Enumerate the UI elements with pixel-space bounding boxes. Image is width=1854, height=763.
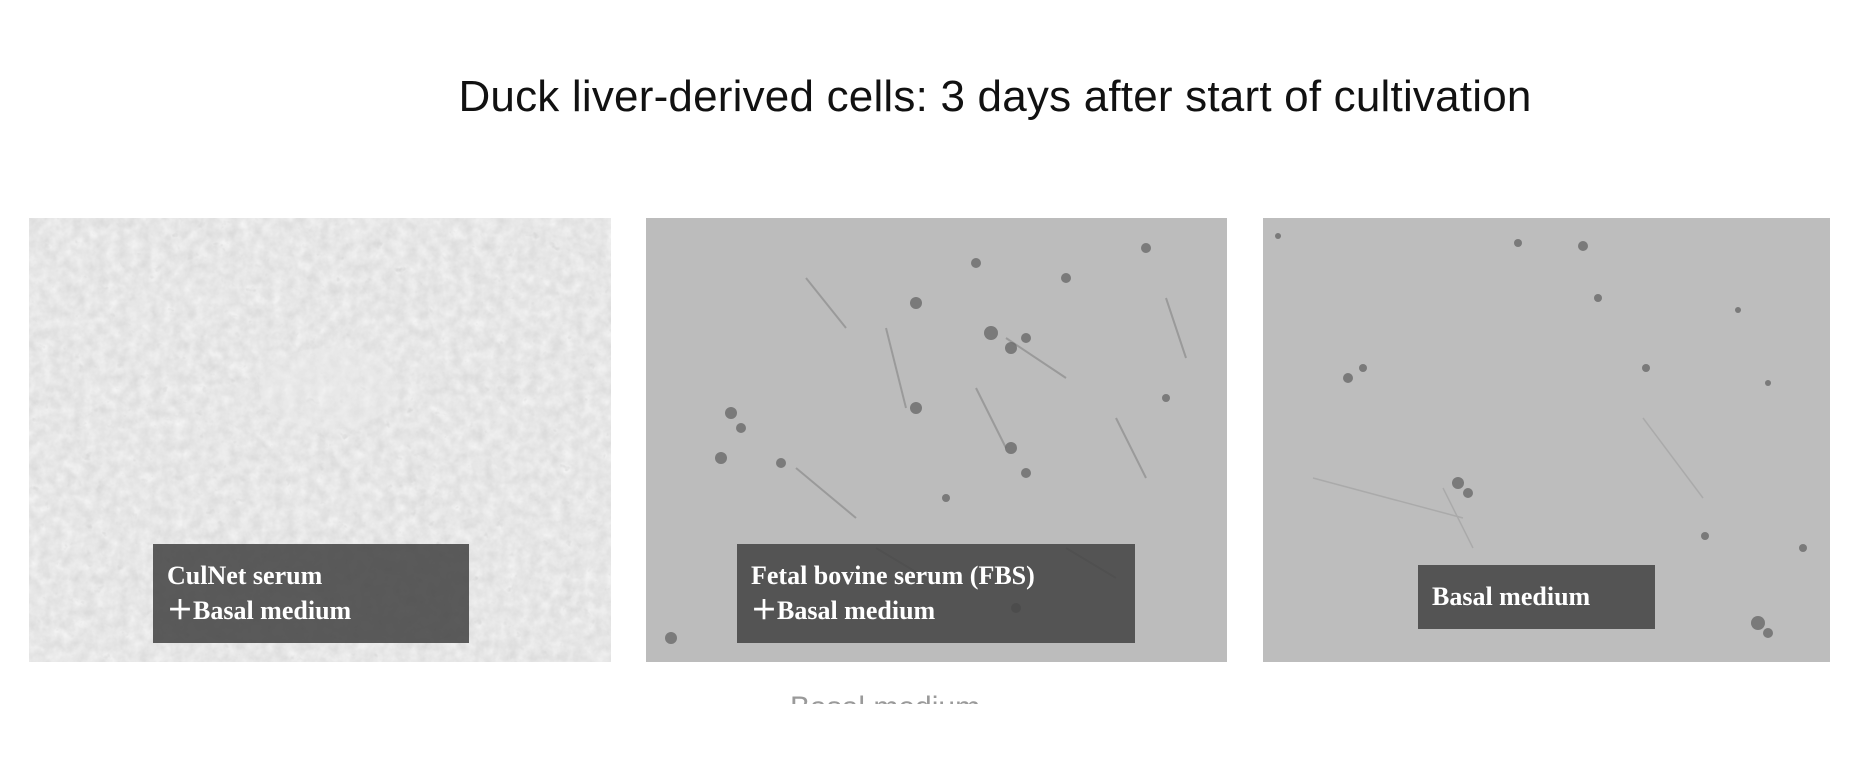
condition-label-line1: Basal medium: [1432, 582, 1591, 611]
condition-label: Basal medium: [1418, 565, 1655, 629]
micrograph-fbs: Fetal bovine serum (FBS) ＋Basal medium: [646, 218, 1227, 662]
condition-label: Fetal bovine serum (FBS) ＋Basal medium: [737, 544, 1135, 643]
very-sparse-cell-texture: [1275, 233, 1807, 638]
partially-hidden-caption: Basal medium: [790, 695, 1030, 704]
micrograph-basal-medium: Basal medium: [1263, 218, 1830, 662]
condition-label-line1: Fetal bovine serum (FBS): [751, 561, 1035, 590]
condition-label-line1: CulNet serum: [167, 561, 323, 590]
micrograph-culnet-serum: CulNet serum ＋Basal medium: [29, 218, 611, 662]
condition-label: CulNet serum ＋Basal medium: [153, 544, 469, 643]
condition-label-line2: ＋Basal medium: [167, 596, 352, 625]
slide-title: Duck liver-derived cells: 3 days after s…: [458, 72, 1532, 121]
condition-label-line2: ＋Basal medium: [751, 596, 936, 625]
partially-hidden-caption-text: Basal medium: [790, 695, 1030, 704]
